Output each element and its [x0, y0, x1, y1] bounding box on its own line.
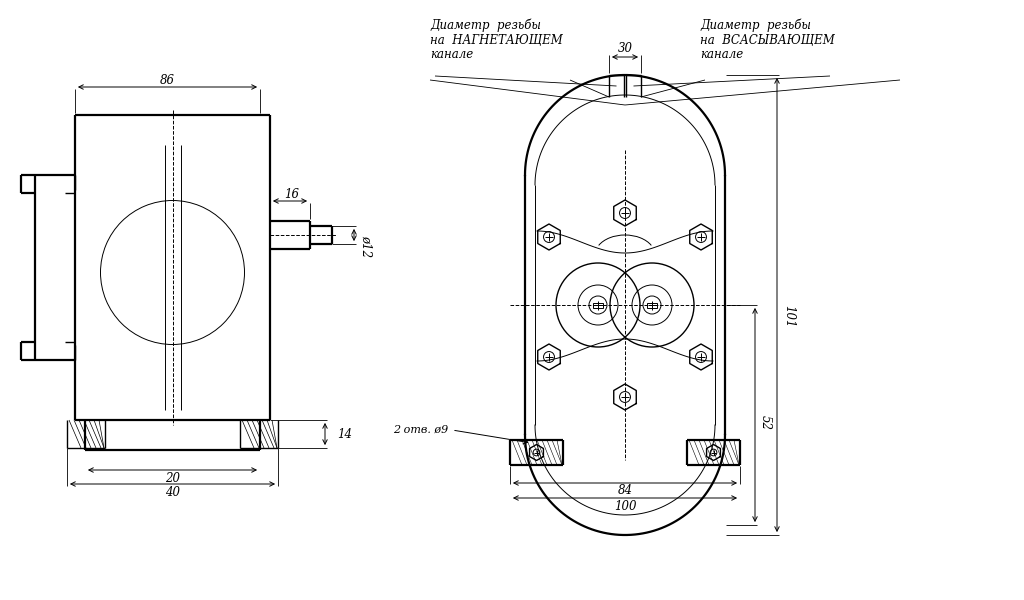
Text: 100: 100: [613, 499, 636, 512]
Text: 30: 30: [617, 43, 633, 55]
Text: Диаметр  резьбы
на  НАГНЕТАЮЩЕМ
канале: Диаметр резьбы на НАГНЕТАЮЩЕМ канале: [430, 18, 563, 61]
Text: 2 отв. ø9: 2 отв. ø9: [393, 425, 449, 435]
Text: ø12: ø12: [359, 235, 373, 257]
Text: 52: 52: [759, 415, 771, 430]
Text: 40: 40: [165, 485, 180, 499]
Text: 16: 16: [285, 187, 299, 200]
Bar: [593, 302, 603, 307]
Bar: [647, 302, 657, 307]
Text: 86: 86: [160, 73, 175, 86]
Text: 84: 84: [617, 485, 633, 497]
Text: 14: 14: [337, 427, 352, 440]
Text: Диаметр  резьбы
на  ВСАСЫВАЮЩЕМ
канале: Диаметр резьбы на ВСАСЫВАЮЩЕМ канале: [700, 18, 835, 61]
Text: 101: 101: [782, 305, 796, 328]
Text: 20: 20: [165, 472, 180, 485]
